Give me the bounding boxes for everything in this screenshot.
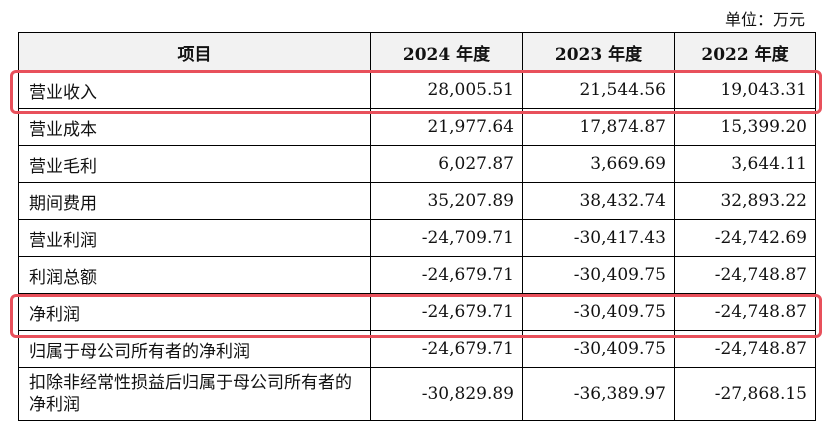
header-2023: 2023 年度	[522, 32, 675, 72]
header-item: 项目	[18, 32, 371, 72]
header-row: 项目 2024 年度 2023 年度 2022 年度	[18, 32, 816, 72]
value-2024: 35,207.89	[370, 182, 523, 220]
row-label: 营业成本	[18, 108, 371, 146]
value-2023: -30,409.75	[522, 293, 675, 331]
value-2024: -24,679.71	[370, 330, 523, 368]
table-row: 净利润 -24,679.71 -30,409.75 -24,748.87	[18, 293, 816, 331]
unit-label: 单位：万元	[724, 10, 805, 29]
row-label: 营业利润	[18, 219, 371, 257]
value-2023: -30,409.75	[522, 330, 675, 368]
row-label: 营业毛利	[18, 145, 371, 183]
value-2022: 19,043.31	[674, 71, 816, 109]
table-row: 扣除非经常性损益后归属于母公司所有者的净利润 -30,829.89 -36,38…	[18, 367, 816, 421]
row-label: 期间费用	[18, 182, 371, 220]
value-2023: -30,409.75	[522, 256, 675, 294]
table-row: 营业毛利 6,027.87 3,669.69 3,644.11	[18, 145, 816, 183]
header-2024: 2024 年度	[370, 32, 523, 72]
table-row: 营业收入 28,005.51 21,544.56 19,043.31	[18, 71, 816, 109]
table-row: 营业利润 -24,709.71 -30,417.43 -24,742.69	[18, 219, 816, 257]
value-2024: -24,679.71	[370, 256, 523, 294]
table-row: 归属于母公司所有者的净利润 -24,679.71 -30,409.75 -24,…	[18, 330, 816, 368]
value-2023: 3,669.69	[522, 145, 675, 183]
table-row: 营业成本 21,977.64 17,874.87 15,399.20	[18, 108, 816, 146]
row-label: 营业收入	[18, 71, 371, 109]
value-2024: 21,977.64	[370, 108, 523, 146]
table-row: 利润总额 -24,679.71 -30,409.75 -24,748.87	[18, 256, 816, 294]
header-2022: 2022 年度	[674, 32, 816, 72]
table-row: 期间费用 35,207.89 38,432.74 32,893.22	[18, 182, 816, 220]
row-label: 扣除非经常性损益后归属于母公司所有者的净利润	[18, 367, 371, 421]
row-label: 净利润	[18, 293, 371, 331]
row-label: 利润总额	[18, 256, 371, 294]
row-label: 归属于母公司所有者的净利润	[18, 330, 371, 368]
value-2023: 38,432.74	[522, 182, 675, 220]
value-2024: -24,679.71	[370, 293, 523, 331]
value-2024: -24,709.71	[370, 219, 523, 257]
value-2023: -30,417.43	[522, 219, 675, 257]
value-2022: -24,748.87	[674, 256, 816, 294]
value-2022: 3,644.11	[674, 145, 816, 183]
value-2024: -30,829.89	[370, 367, 523, 421]
value-2022: -27,868.15	[674, 367, 816, 421]
value-2023: -36,389.97	[522, 367, 675, 421]
value-2022: 15,399.20	[674, 108, 816, 146]
value-2022: -24,742.69	[674, 219, 816, 257]
value-2024: 6,027.87	[370, 145, 523, 183]
value-2022: -24,748.87	[674, 330, 816, 368]
value-2024: 28,005.51	[370, 71, 523, 109]
value-2022: -24,748.87	[674, 293, 816, 331]
value-2023: 17,874.87	[522, 108, 675, 146]
value-2023: 21,544.56	[522, 71, 675, 109]
value-2022: 32,893.22	[674, 182, 816, 220]
financial-table: 项目 2024 年度 2023 年度 2022 年度 营业收入 28,005.5…	[18, 32, 816, 421]
